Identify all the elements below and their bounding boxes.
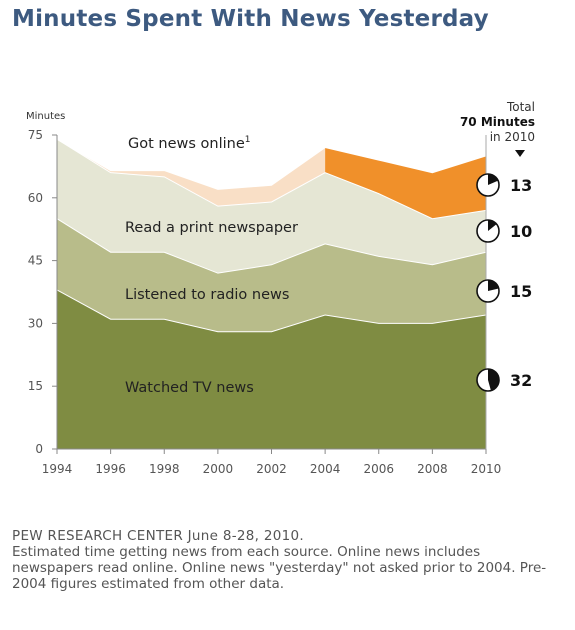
- series-label: Got news online1: [128, 135, 251, 152]
- layer-edge-0: [56, 289, 487, 333]
- total-value: 70 Minutes: [460, 115, 535, 129]
- y-axis-label: Minutes: [26, 111, 65, 122]
- x-tick-label: 2004: [310, 462, 341, 476]
- series-label: Read a print newspaper: [125, 220, 298, 236]
- x-tick-label: 2006: [363, 462, 394, 476]
- y-tick-label: 0: [35, 442, 43, 456]
- series-label: Listened to radio news: [125, 287, 289, 303]
- y-tick-label: 60: [28, 191, 43, 205]
- callout-value: 13: [510, 176, 532, 195]
- area-read-a-print-newspaper: [57, 139, 486, 274]
- layer-edge-3: [56, 138, 487, 190]
- callouts: 32 15 10 13: [476, 173, 532, 392]
- series-label-footnote: 1: [245, 135, 251, 145]
- x-tick-label: 2008: [417, 462, 448, 476]
- callout-value: 32: [510, 371, 532, 390]
- footer: PEW RESEARCH CENTER June 8-28, 2010. Est…: [12, 528, 552, 592]
- layer-edge-1: [56, 218, 487, 274]
- callout-pie-slice: [488, 280, 499, 291]
- area-got-news-online: [325, 147, 486, 219]
- total-arrow-icon: [515, 150, 525, 157]
- total-label: Total: [506, 100, 535, 114]
- y-tick-label: 30: [28, 316, 43, 330]
- area-got-news-online-estimated: [57, 139, 326, 207]
- callout-pie-slice: [488, 174, 499, 185]
- callout-pie-slice: [488, 369, 499, 391]
- method-note: Estimated time getting news from each so…: [12, 544, 547, 592]
- chart-title: Minutes Spent With News Yesterday: [12, 6, 489, 32]
- x-tick-label: 1996: [95, 462, 126, 476]
- x-tick-label: 2002: [256, 462, 287, 476]
- source-note: PEW RESEARCH CENTER June 8-28, 2010.: [12, 528, 304, 544]
- callout-value: 15: [510, 282, 532, 301]
- layer-edge-2: [56, 138, 487, 220]
- y-tick-label: 15: [28, 379, 43, 393]
- y-tick-label: 75: [28, 128, 43, 142]
- series-labels: Watched TV news Listened to radio news Rea…: [125, 135, 298, 396]
- x-tick-label: 2010: [471, 462, 502, 476]
- x-tick-label: 1994: [42, 462, 73, 476]
- x-tick-label: 2000: [203, 462, 234, 476]
- callout-pie-slice: [488, 220, 497, 231]
- total-year: in 2010: [490, 130, 535, 144]
- area-layers: [56, 138, 487, 449]
- area-watched-tv-news: [57, 289, 486, 449]
- callout-value: 10: [510, 222, 532, 241]
- series-label: Watched TV news: [125, 380, 254, 396]
- y-tick-label: 45: [28, 254, 43, 268]
- axes: 0 15 30 45 60 75 1994 1996 1998 2000 2002 2004 2006 2…: [26, 111, 501, 476]
- x-tick-label: 1998: [149, 462, 180, 476]
- area-listened-to-radio-news: [57, 218, 486, 332]
- chart-area: 0 15 30 45 60 75 1994 1996 1998 2000 2002 2004 2006 2…: [26, 100, 535, 476]
